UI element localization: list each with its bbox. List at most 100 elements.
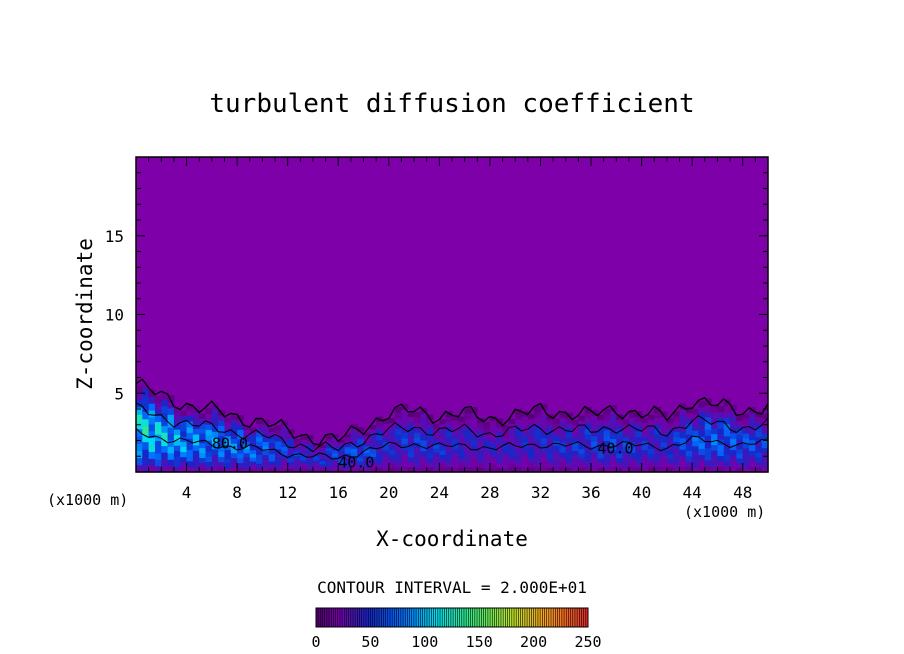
colorbar-cell	[585, 608, 588, 627]
field-cell	[647, 433, 655, 440]
field-cell	[382, 419, 390, 425]
field-cell	[382, 463, 390, 469]
field-cell	[420, 434, 428, 441]
colorbar-cell	[348, 608, 351, 627]
field-cell	[565, 452, 573, 458]
field-cell	[698, 424, 706, 432]
field-cell	[742, 428, 750, 434]
field-cell	[660, 456, 668, 463]
field-cell	[350, 436, 358, 441]
field-cell	[338, 461, 346, 465]
colorbar-tick-label: 50	[361, 633, 379, 651]
field-cell	[363, 436, 371, 440]
field-cell	[407, 461, 415, 468]
field-cell	[167, 407, 175, 415]
field-cell	[654, 450, 662, 457]
field-cell	[635, 446, 643, 453]
field-cell	[464, 445, 472, 452]
field-cell	[464, 456, 472, 462]
field-cell	[704, 410, 712, 418]
field-cell	[287, 464, 295, 470]
field-cell	[761, 433, 769, 439]
field-cell	[483, 430, 491, 436]
field-cell	[433, 427, 440, 433]
field-cell	[749, 461, 756, 468]
field-cell	[275, 425, 282, 430]
field-cell	[186, 404, 194, 411]
field-cell	[673, 451, 681, 458]
field-cell	[749, 417, 756, 424]
field-cell	[420, 445, 428, 452]
field-cell	[660, 466, 668, 473]
field-cell	[572, 446, 579, 451]
field-cell	[673, 416, 681, 422]
field-cell	[211, 448, 219, 456]
field-cell	[673, 426, 681, 432]
field-cell	[565, 422, 573, 429]
field-cell	[496, 418, 504, 424]
colorbar-cell	[370, 608, 373, 627]
field-cell	[433, 435, 440, 441]
field-cell	[262, 454, 270, 460]
colorbar-cell	[579, 608, 582, 627]
field-cell	[496, 458, 504, 464]
field-cell	[414, 422, 421, 428]
field-cell	[584, 406, 592, 413]
field-cell	[249, 460, 257, 466]
colorbar: 0 50 100 150 200 250	[311, 607, 602, 651]
field-cell	[723, 441, 731, 449]
field-cell	[237, 453, 245, 459]
field-cell	[534, 444, 542, 451]
field-cell	[635, 431, 643, 438]
field-cell	[711, 433, 719, 440]
field-cell	[192, 455, 200, 462]
field-cell	[275, 452, 282, 458]
field-cell	[761, 457, 769, 463]
field-cell	[256, 467, 263, 473]
field-cell	[420, 439, 428, 446]
colorbar-cell	[392, 608, 395, 627]
field-cell	[647, 414, 655, 421]
field-cell	[224, 422, 232, 428]
field-cell	[281, 433, 289, 439]
colorbar-cell	[459, 608, 462, 627]
field-cell	[199, 432, 207, 439]
colorbar-cell	[403, 608, 406, 627]
field-cell	[641, 440, 649, 446]
field-cell	[148, 423, 156, 432]
y-tick-label: 15	[105, 227, 124, 246]
colorbar-cell	[316, 608, 319, 627]
field-cell	[287, 447, 295, 452]
colorbar-tick-label: 0	[311, 633, 320, 651]
field-cell	[142, 441, 150, 450]
field-cell	[628, 417, 636, 423]
field-cell	[685, 450, 693, 457]
field-cell	[331, 437, 339, 441]
field-cell	[357, 449, 365, 454]
field-cell	[502, 464, 510, 469]
field-cell	[173, 461, 181, 468]
field-cell	[584, 412, 592, 419]
field-cell	[218, 420, 226, 426]
field-cell	[641, 422, 649, 428]
field-cell	[565, 417, 573, 424]
colorbar-cell	[568, 608, 571, 627]
field-cell	[553, 463, 561, 469]
field-cell	[136, 457, 143, 466]
field-cell	[730, 449, 737, 456]
field-cell	[300, 460, 308, 464]
field-cell	[565, 432, 573, 439]
field-cell	[508, 432, 516, 438]
field-cell	[319, 447, 327, 451]
field-cell	[249, 431, 257, 436]
field-cell	[534, 417, 542, 424]
colorbar-cell	[394, 608, 397, 627]
field-cell	[249, 449, 257, 455]
field-cell	[572, 428, 579, 434]
field-cell	[477, 458, 485, 464]
field-cell	[369, 456, 377, 461]
field-cell	[597, 467, 605, 473]
field-cell	[610, 432, 617, 440]
field-cell	[148, 458, 156, 466]
field-cell	[489, 439, 497, 445]
